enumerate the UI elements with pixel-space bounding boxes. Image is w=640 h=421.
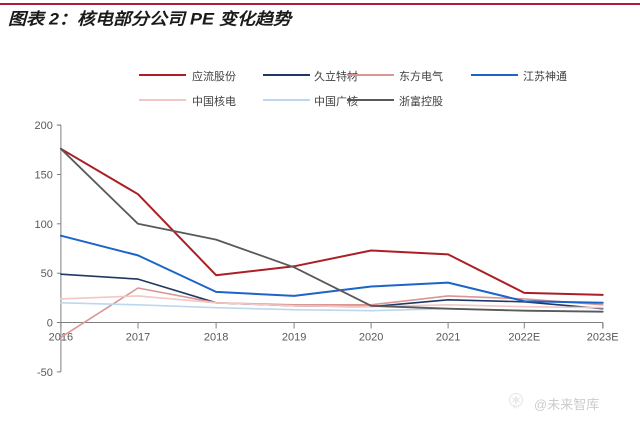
svg-text:50: 50 <box>41 268 53 280</box>
svg-text:2017: 2017 <box>126 332 150 344</box>
svg-text:2019: 2019 <box>282 332 306 344</box>
svg-text:150: 150 <box>35 170 53 182</box>
svg-text:2020: 2020 <box>359 332 383 344</box>
svg-text:0: 0 <box>47 318 53 330</box>
svg-text:2018: 2018 <box>204 332 228 344</box>
svg-text:2023E: 2023E <box>587 332 619 344</box>
svg-text:2021: 2021 <box>436 332 460 344</box>
svg-text:100: 100 <box>35 219 53 231</box>
svg-text:2022E: 2022E <box>508 332 540 344</box>
svg-text:-50: -50 <box>37 367 53 379</box>
svg-text:200: 200 <box>35 120 53 132</box>
